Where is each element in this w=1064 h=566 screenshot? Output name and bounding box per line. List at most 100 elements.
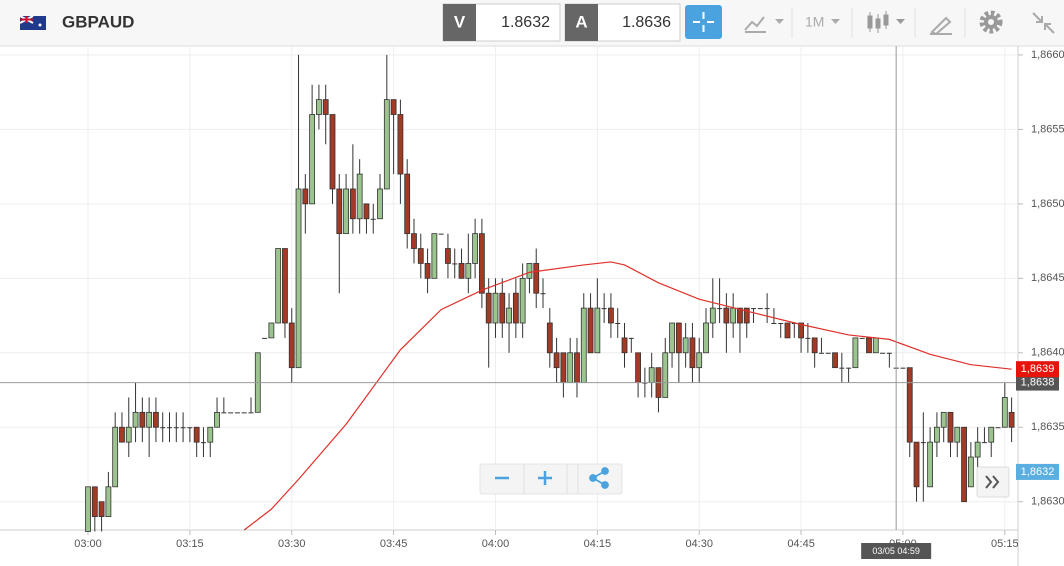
ask-label: A [575, 12, 587, 31]
bid-label: V [454, 12, 466, 31]
candle-body [499, 292, 506, 324]
axis-tag [1016, 361, 1059, 378]
candle-body [295, 188, 302, 369]
candle-body [628, 337, 634, 339]
candle-body [125, 426, 132, 443]
draw-button[interactable] [930, 16, 952, 36]
candle-body [282, 248, 288, 324]
candle-body [356, 173, 363, 220]
candle-body [940, 411, 947, 428]
candle-body [791, 322, 797, 324]
candle-body [981, 442, 987, 444]
candle-body [601, 308, 607, 310]
candle-body [546, 322, 553, 354]
candle-body [995, 427, 1001, 429]
y-tick-label: 1,8650 [1031, 198, 1064, 210]
symbol: GBPAUD [62, 12, 134, 31]
scroll-right-button[interactable] [976, 466, 1010, 498]
candle-body [784, 322, 791, 339]
candle-body [682, 337, 689, 354]
y-tick-label: 1,8640 [1031, 347, 1064, 359]
bid-badge [443, 4, 476, 41]
candle-body [241, 412, 247, 414]
candle-body [886, 352, 892, 354]
candle-body [248, 412, 254, 414]
candle-body [214, 411, 220, 428]
candle-body [553, 352, 560, 369]
candle-body [207, 426, 214, 443]
candle-body [954, 426, 961, 443]
candle-body [404, 173, 411, 235]
candle-body [91, 486, 98, 517]
candle-body [445, 248, 451, 264]
candle-body [167, 427, 173, 429]
candle-body [506, 307, 512, 324]
x-tick-label: 03:30 [278, 538, 306, 550]
candle-body [880, 352, 886, 354]
candle-body [967, 456, 974, 488]
x-tick-label: 04:15 [584, 538, 612, 550]
candle-body [526, 263, 533, 279]
candle-body [900, 367, 906, 369]
candle-style-button[interactable] [867, 11, 905, 33]
settings-button[interactable] [979, 10, 1003, 34]
candle-body [302, 188, 309, 205]
axis-tag [1016, 463, 1059, 480]
candle-body [771, 322, 777, 324]
candle-body [669, 322, 675, 354]
candle-body [594, 307, 601, 354]
candle-body [153, 411, 159, 428]
axis-tag-label: 1,8639 [1021, 363, 1055, 375]
candle-body [485, 292, 492, 324]
y-tick-label: 1,8635 [1031, 421, 1064, 433]
candle-body [221, 412, 227, 414]
candle-body [329, 114, 336, 190]
candle-body [757, 308, 763, 310]
candle-body [846, 367, 852, 369]
bid-price: 1.8632 [501, 14, 550, 31]
candle-body [587, 307, 594, 354]
candle-body [383, 99, 390, 190]
candle-body [397, 114, 404, 175]
candle-body [927, 441, 934, 488]
candle-body [187, 427, 193, 429]
candle-body [859, 337, 865, 339]
y-tick-label: 1,8645 [1031, 272, 1064, 284]
candle-body [662, 352, 669, 398]
axis-tag-label: 1,8632 [1021, 466, 1055, 478]
ask-price: 1.8636 [622, 14, 671, 31]
crosshair-button[interactable] [685, 5, 722, 39]
x-tick-label: 03:00 [74, 538, 102, 550]
candle-body [825, 352, 831, 354]
zoom-in[interactable] [538, 471, 552, 485]
candle-body [906, 367, 913, 443]
candle-body [818, 352, 824, 354]
candle-body [316, 99, 322, 115]
candle-body [852, 337, 859, 369]
candle-body [709, 307, 716, 324]
candle-body [961, 426, 967, 503]
candle-body [560, 352, 567, 383]
candle-body [200, 442, 206, 444]
candle-body [675, 322, 682, 354]
chart-type-button[interactable] [744, 16, 784, 33]
candle-body [737, 307, 743, 324]
collapse-button[interactable] [1032, 12, 1055, 34]
candle-body [411, 233, 417, 249]
candle-body [492, 292, 499, 324]
timeframe[interactable]: 1M [805, 14, 824, 30]
candle-body [343, 188, 349, 235]
candle-body [913, 441, 920, 488]
share-button[interactable] [589, 467, 609, 489]
candle-body [85, 486, 91, 532]
candle-body [322, 99, 329, 115]
x-tick-label: 03:15 [176, 538, 204, 550]
candle-body [275, 248, 282, 324]
candle-body [540, 293, 546, 295]
scroll-right-icon [985, 475, 1000, 489]
candle-body [268, 322, 275, 339]
candle-body [648, 367, 655, 383]
candle-body [811, 337, 818, 354]
candle-body [751, 308, 757, 310]
